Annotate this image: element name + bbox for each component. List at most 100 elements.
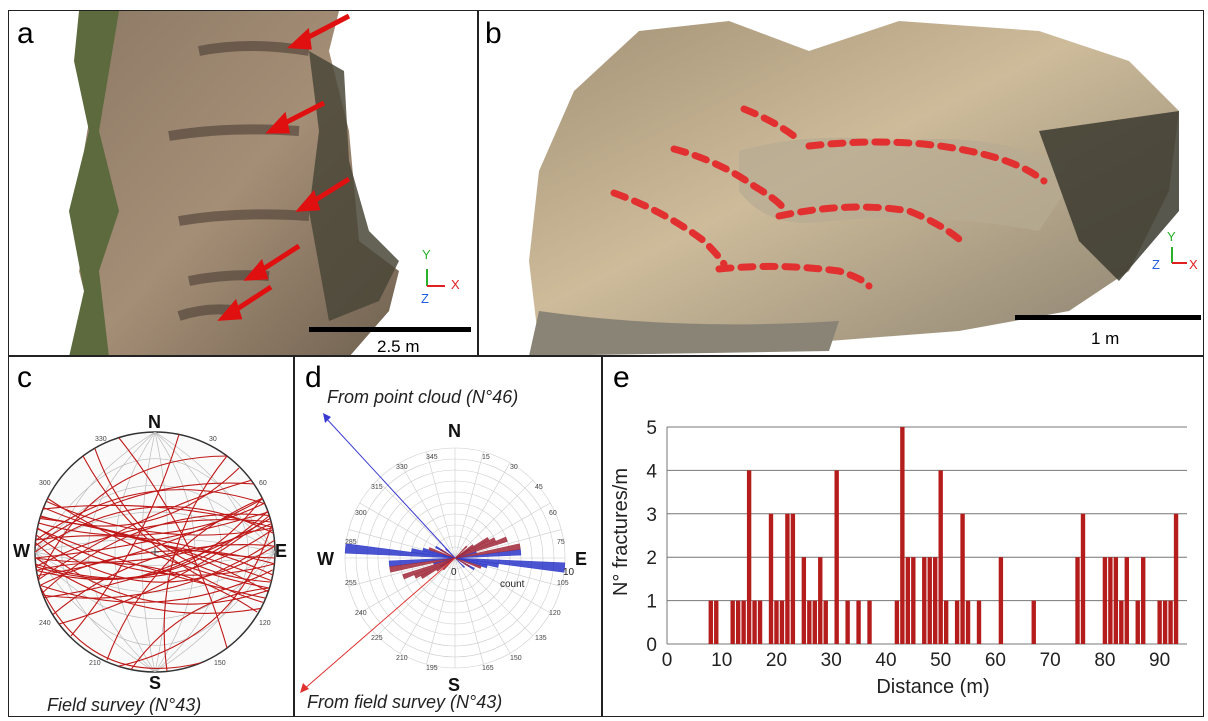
bar [976, 600, 982, 644]
panel-b: b 1 m Y X Z [478, 10, 1204, 356]
bar [894, 600, 900, 644]
stereonet-c-tick-60: 60 [259, 480, 267, 487]
west-label-d: W [317, 549, 334, 569]
bar [911, 557, 916, 644]
caption-point-cloud: From point cloud (N°46) [327, 387, 519, 407]
rose-petal [454, 557, 470, 568]
x-tick-label: 50 [930, 650, 951, 671]
y-tick-label: 0 [646, 635, 657, 656]
bar [801, 557, 807, 644]
caption-field-survey: From field survey (N°43) [307, 692, 503, 712]
point-cloud-image-b [529, 21, 1201, 355]
rose-petal [454, 557, 466, 569]
panel-e: 0 1 2 3 4 5 0 10 20 30 40 50 60 70 80 90 Distance (m) N… [602, 356, 1204, 717]
rose-petal [428, 547, 456, 559]
rose-tick-240: 240 [355, 610, 367, 617]
field-survey-mean-arrow [302, 557, 456, 691]
rose-tick-165: 165 [482, 665, 494, 672]
bar [746, 470, 752, 644]
rose-tick-75: 75 [557, 539, 565, 546]
x-axis-label: Distance (m) [876, 676, 989, 698]
bar [867, 600, 872, 644]
bar [1173, 513, 1179, 644]
rose-tick-105: 105 [557, 580, 569, 587]
x-tick-label: 80 [1094, 650, 1115, 671]
rose-tick-45: 45 [535, 484, 543, 491]
rose-tick-60: 60 [549, 510, 557, 517]
bar [1135, 600, 1140, 644]
bar [1031, 600, 1036, 644]
bar [1113, 557, 1119, 644]
stereonet-c-tick-330: 330 [95, 436, 107, 443]
rose-diagram-d: 345 15 330 30 315 45 300 60 285 75 255 1… [300, 413, 575, 693]
rose-tick-285: 285 [345, 539, 357, 546]
y-axis-label: N° fractures/m [610, 468, 632, 596]
bar [1080, 513, 1086, 644]
x-tick-label: 30 [821, 650, 842, 671]
bar [834, 470, 839, 644]
bar [730, 600, 735, 644]
panel-label-d: d [305, 361, 322, 394]
rose-count-label: count [500, 579, 525, 590]
bar [943, 600, 949, 644]
axis-z-label-b: Z [1152, 257, 1160, 272]
bar [900, 427, 905, 644]
bar [960, 513, 965, 644]
x-tick-label: 60 [985, 650, 1006, 671]
rose-tick-195: 195 [426, 665, 438, 672]
panel-label-c: c [17, 361, 32, 394]
panel-c: 330 30 300 60 240 120 210 150 c N S W E … [8, 356, 294, 717]
rose-petal [454, 537, 496, 559]
bar [1157, 600, 1162, 644]
x-tick-label: 90 [1149, 650, 1170, 671]
north-label-d: N [448, 421, 461, 441]
south-label-d: S [448, 675, 461, 695]
fracture-traces [610, 105, 1048, 290]
rose-petal [454, 544, 474, 559]
bar [1168, 600, 1173, 644]
point-cloud-image-a [69, 11, 471, 355]
bar [823, 600, 828, 644]
panel-label-e: e [613, 361, 630, 394]
bar [785, 513, 790, 644]
scale-bar-label-a: 2.5 m [377, 337, 420, 356]
rose-tick-345: 345 [426, 454, 438, 461]
bar [790, 513, 796, 644]
rose-tick-135: 135 [535, 635, 547, 642]
bar [965, 600, 971, 644]
rose-center-label: 0 [451, 567, 457, 578]
north-label-c: N [148, 412, 161, 432]
rose-tick-120: 120 [549, 610, 561, 617]
bar [954, 600, 960, 644]
bar [998, 557, 1004, 644]
bar [752, 600, 757, 644]
rose-tick-300: 300 [355, 510, 367, 517]
scale-bar-label-b: 1 m [1091, 329, 1120, 348]
bar [1162, 600, 1168, 644]
rose-tick-150: 150 [510, 655, 522, 662]
bar [938, 470, 943, 644]
bar [714, 600, 719, 644]
rose-radial-max: 10 [563, 567, 575, 578]
rose-petal [454, 557, 482, 569]
panel-a: a 2.5 m Y X Z [8, 10, 478, 356]
rose-tick-225: 225 [371, 635, 383, 642]
x-tick-label: 10 [711, 650, 732, 671]
rose-petal [414, 557, 456, 579]
axis-z-label-a: Z [421, 291, 429, 306]
stereonet-c-tick-210: 210 [89, 660, 101, 667]
point-cloud-mean-arrow [324, 416, 456, 559]
rose-tick-315: 315 [371, 484, 383, 491]
east-label-c: E [275, 541, 288, 561]
axis-y-label-a: Y [422, 247, 431, 262]
bar [757, 600, 763, 644]
y-tick-label: 1 [646, 592, 657, 613]
bar [735, 600, 741, 644]
bar [1075, 557, 1080, 644]
red-arrows [217, 13, 351, 321]
y-tick-label: 3 [646, 505, 657, 526]
x-tick-label: 40 [875, 650, 896, 671]
rose-tick-255: 255 [345, 580, 357, 587]
bar [1124, 557, 1129, 644]
caption-c: Field survey (N°43) [47, 695, 202, 715]
